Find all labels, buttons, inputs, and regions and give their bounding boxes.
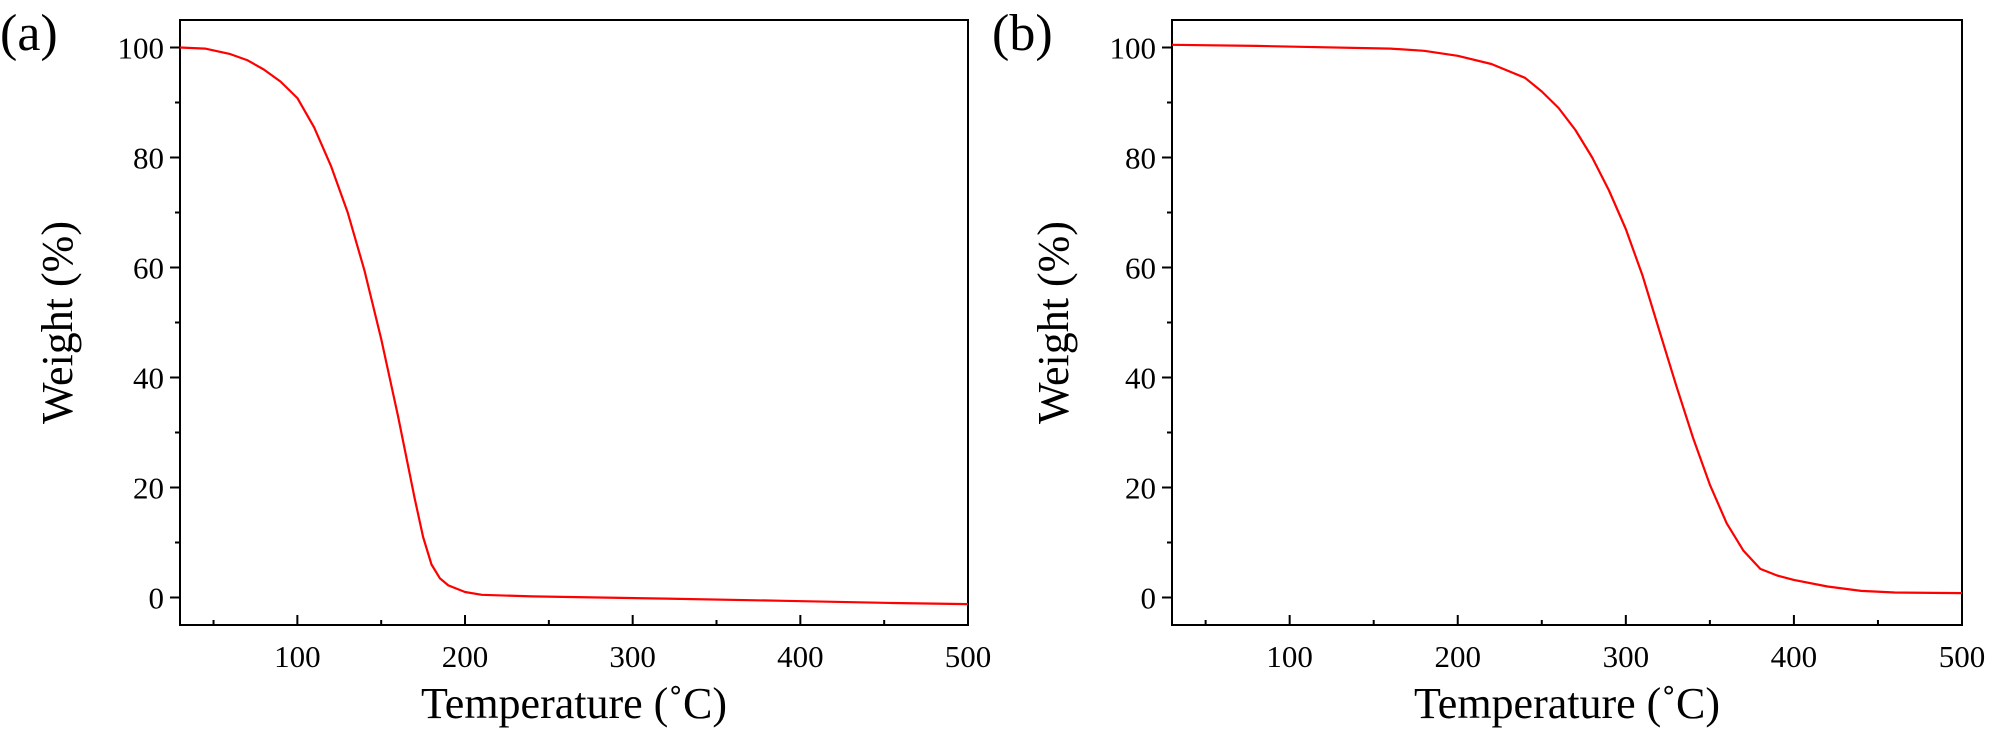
x-tick-label: 100 (274, 639, 321, 674)
y-tick-label: 20 (133, 471, 164, 506)
x-tick-label: 500 (945, 639, 992, 674)
x-tick-label: 400 (1771, 639, 1818, 674)
chart-panel-a: (a) 100 200 300 400 500 0 20 40 60 80 100 Temperatur… (0, 5, 991, 728)
x-tick-label: 100 (1266, 639, 1313, 674)
y-axis-title: Weight (%) (1029, 221, 1078, 424)
y-tick-label: 60 (133, 251, 164, 286)
y-tick-label: 0 (1141, 581, 1157, 616)
y-tick-label: 40 (1125, 361, 1156, 396)
y-tick-label: 60 (1125, 251, 1156, 286)
y-tick-label: 40 (133, 361, 164, 396)
panel-label: (b) (992, 5, 1053, 62)
x-tick-label: 500 (1939, 639, 1986, 674)
x-tick-label: 200 (442, 639, 489, 674)
chart-panel-b: (b) 100 200 300 400 500 0 20 40 60 80 100 Temperatur… (992, 5, 1985, 728)
y-tick-label: 80 (133, 141, 164, 176)
x-tick-label: 400 (777, 639, 824, 674)
y-axis-title: Weight (%) (33, 221, 82, 424)
plot-frame (179, 19, 969, 626)
plot-frame (1171, 19, 1963, 626)
x-tick-label: 300 (609, 639, 656, 674)
y-tick-label: 80 (1125, 141, 1156, 176)
x-axis-title: Temperature (˚C) (421, 679, 727, 728)
y-tick-label: 100 (118, 31, 165, 66)
y-tick-label: 100 (1110, 31, 1157, 66)
y-tick-label: 20 (1125, 471, 1156, 506)
x-axis-title: Temperature (˚C) (1414, 679, 1720, 728)
panel-label: (a) (0, 5, 58, 62)
weight-curve (1171, 43, 1963, 595)
weight-curve (179, 46, 969, 606)
y-tick-label: 0 (149, 581, 165, 616)
x-tick-label: 200 (1434, 639, 1481, 674)
x-tick-label: 300 (1603, 639, 1650, 674)
